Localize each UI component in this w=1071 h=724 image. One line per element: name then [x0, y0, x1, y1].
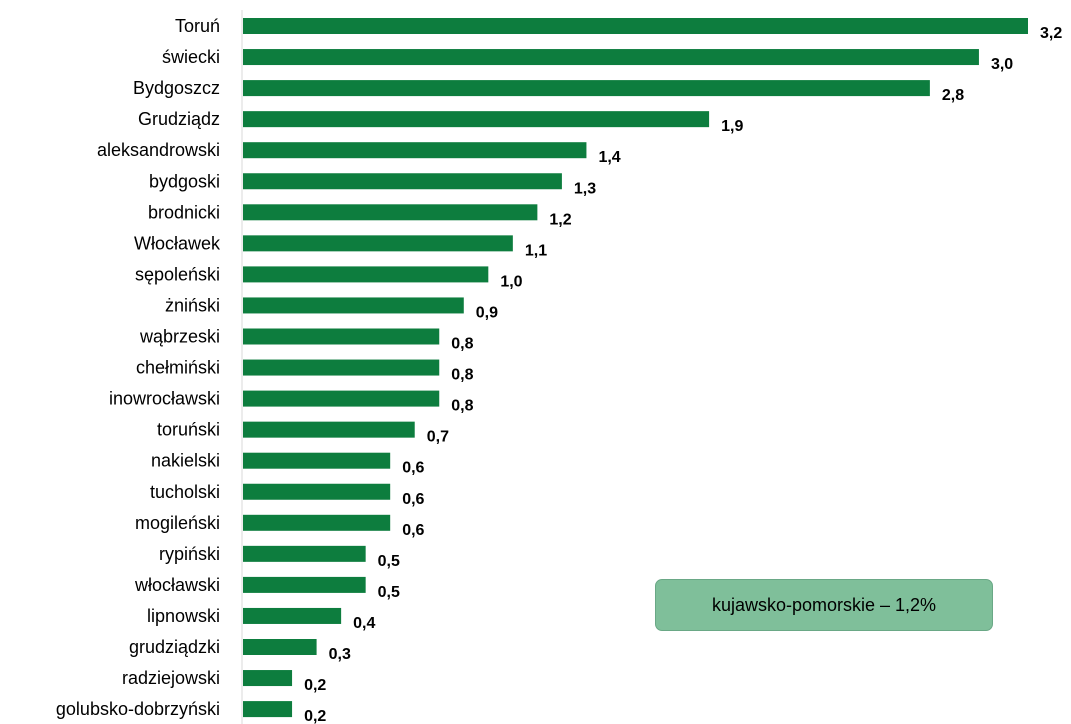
bar: [243, 80, 930, 97]
value-label: 0,8: [451, 336, 473, 353]
value-label: 0,3: [329, 646, 351, 663]
bar: [243, 142, 587, 159]
bar: [243, 607, 342, 624]
bar: [243, 266, 489, 283]
value-label: 1,3: [574, 180, 596, 197]
category-label: toruński: [157, 420, 220, 440]
category-label: chełmiński: [136, 358, 220, 378]
bar: [243, 670, 293, 687]
value-label: 0,5: [378, 584, 400, 601]
category-label: grudziądzki: [129, 637, 220, 657]
value-label: 0,6: [402, 491, 424, 508]
bar: [243, 701, 293, 718]
bar: [243, 204, 538, 221]
value-label: 1,0: [500, 273, 522, 290]
value-label: 0,2: [304, 708, 326, 724]
bar: [243, 483, 391, 500]
category-label: Bydgoszcz: [133, 78, 220, 98]
value-label: 3,0: [991, 56, 1013, 73]
category-label: aleksandrowski: [97, 140, 220, 160]
category-label: żniński: [165, 295, 220, 315]
category-label: golubsko-dobrzyński: [56, 699, 220, 719]
bar: [243, 514, 391, 531]
value-label: 0,2: [304, 677, 326, 694]
category-label: świecki: [162, 47, 220, 67]
category-label: Włocławek: [134, 233, 221, 253]
category-label: inowrocławski: [109, 389, 220, 409]
category-label: lipnowski: [147, 606, 220, 626]
category-label: tucholski: [150, 482, 220, 502]
category-label: włocławski: [134, 575, 220, 595]
bar: [243, 235, 513, 252]
bar: [243, 328, 440, 345]
bar: [243, 18, 1028, 34]
bar: [243, 452, 391, 469]
value-label: 1,2: [549, 211, 571, 228]
bar: [243, 576, 366, 593]
category-label: mogileński: [135, 513, 220, 533]
category-label: Grudziądz: [138, 109, 220, 129]
category-label: nakielski: [151, 451, 220, 471]
value-label: 0,9: [476, 304, 498, 321]
value-label: 1,4: [598, 149, 620, 166]
category-label: rypiński: [159, 544, 220, 564]
bar: [243, 421, 415, 438]
category-label: sępoleński: [135, 264, 220, 284]
category-label: brodnicki: [148, 202, 220, 222]
category-label: radziejowski: [122, 668, 220, 688]
value-label: 0,7: [427, 429, 449, 446]
category-label: Toruń: [175, 16, 220, 36]
value-label: 1,1: [525, 242, 547, 259]
bar: [243, 111, 710, 128]
bar: [243, 173, 562, 190]
value-label: 1,9: [721, 118, 743, 135]
value-label: 0,8: [451, 367, 473, 384]
value-label: 2,8: [942, 87, 964, 104]
value-label: 0,5: [378, 553, 400, 570]
bar: [243, 359, 440, 376]
value-label: 0,6: [402, 522, 424, 539]
bar: [243, 390, 440, 407]
region-average-annotation: kujawsko-pomorskie – 1,2%: [655, 579, 993, 631]
bar: [243, 49, 979, 66]
value-label: 0,6: [402, 460, 424, 477]
category-label: bydgoski: [149, 171, 220, 191]
bar: [243, 297, 464, 314]
bar: [243, 639, 317, 655]
category-label: wąbrzeski: [139, 327, 220, 347]
value-label: 3,2: [1040, 25, 1062, 42]
value-label: 0,8: [451, 398, 473, 415]
bar: [243, 545, 366, 562]
value-label: 0,4: [353, 615, 375, 632]
